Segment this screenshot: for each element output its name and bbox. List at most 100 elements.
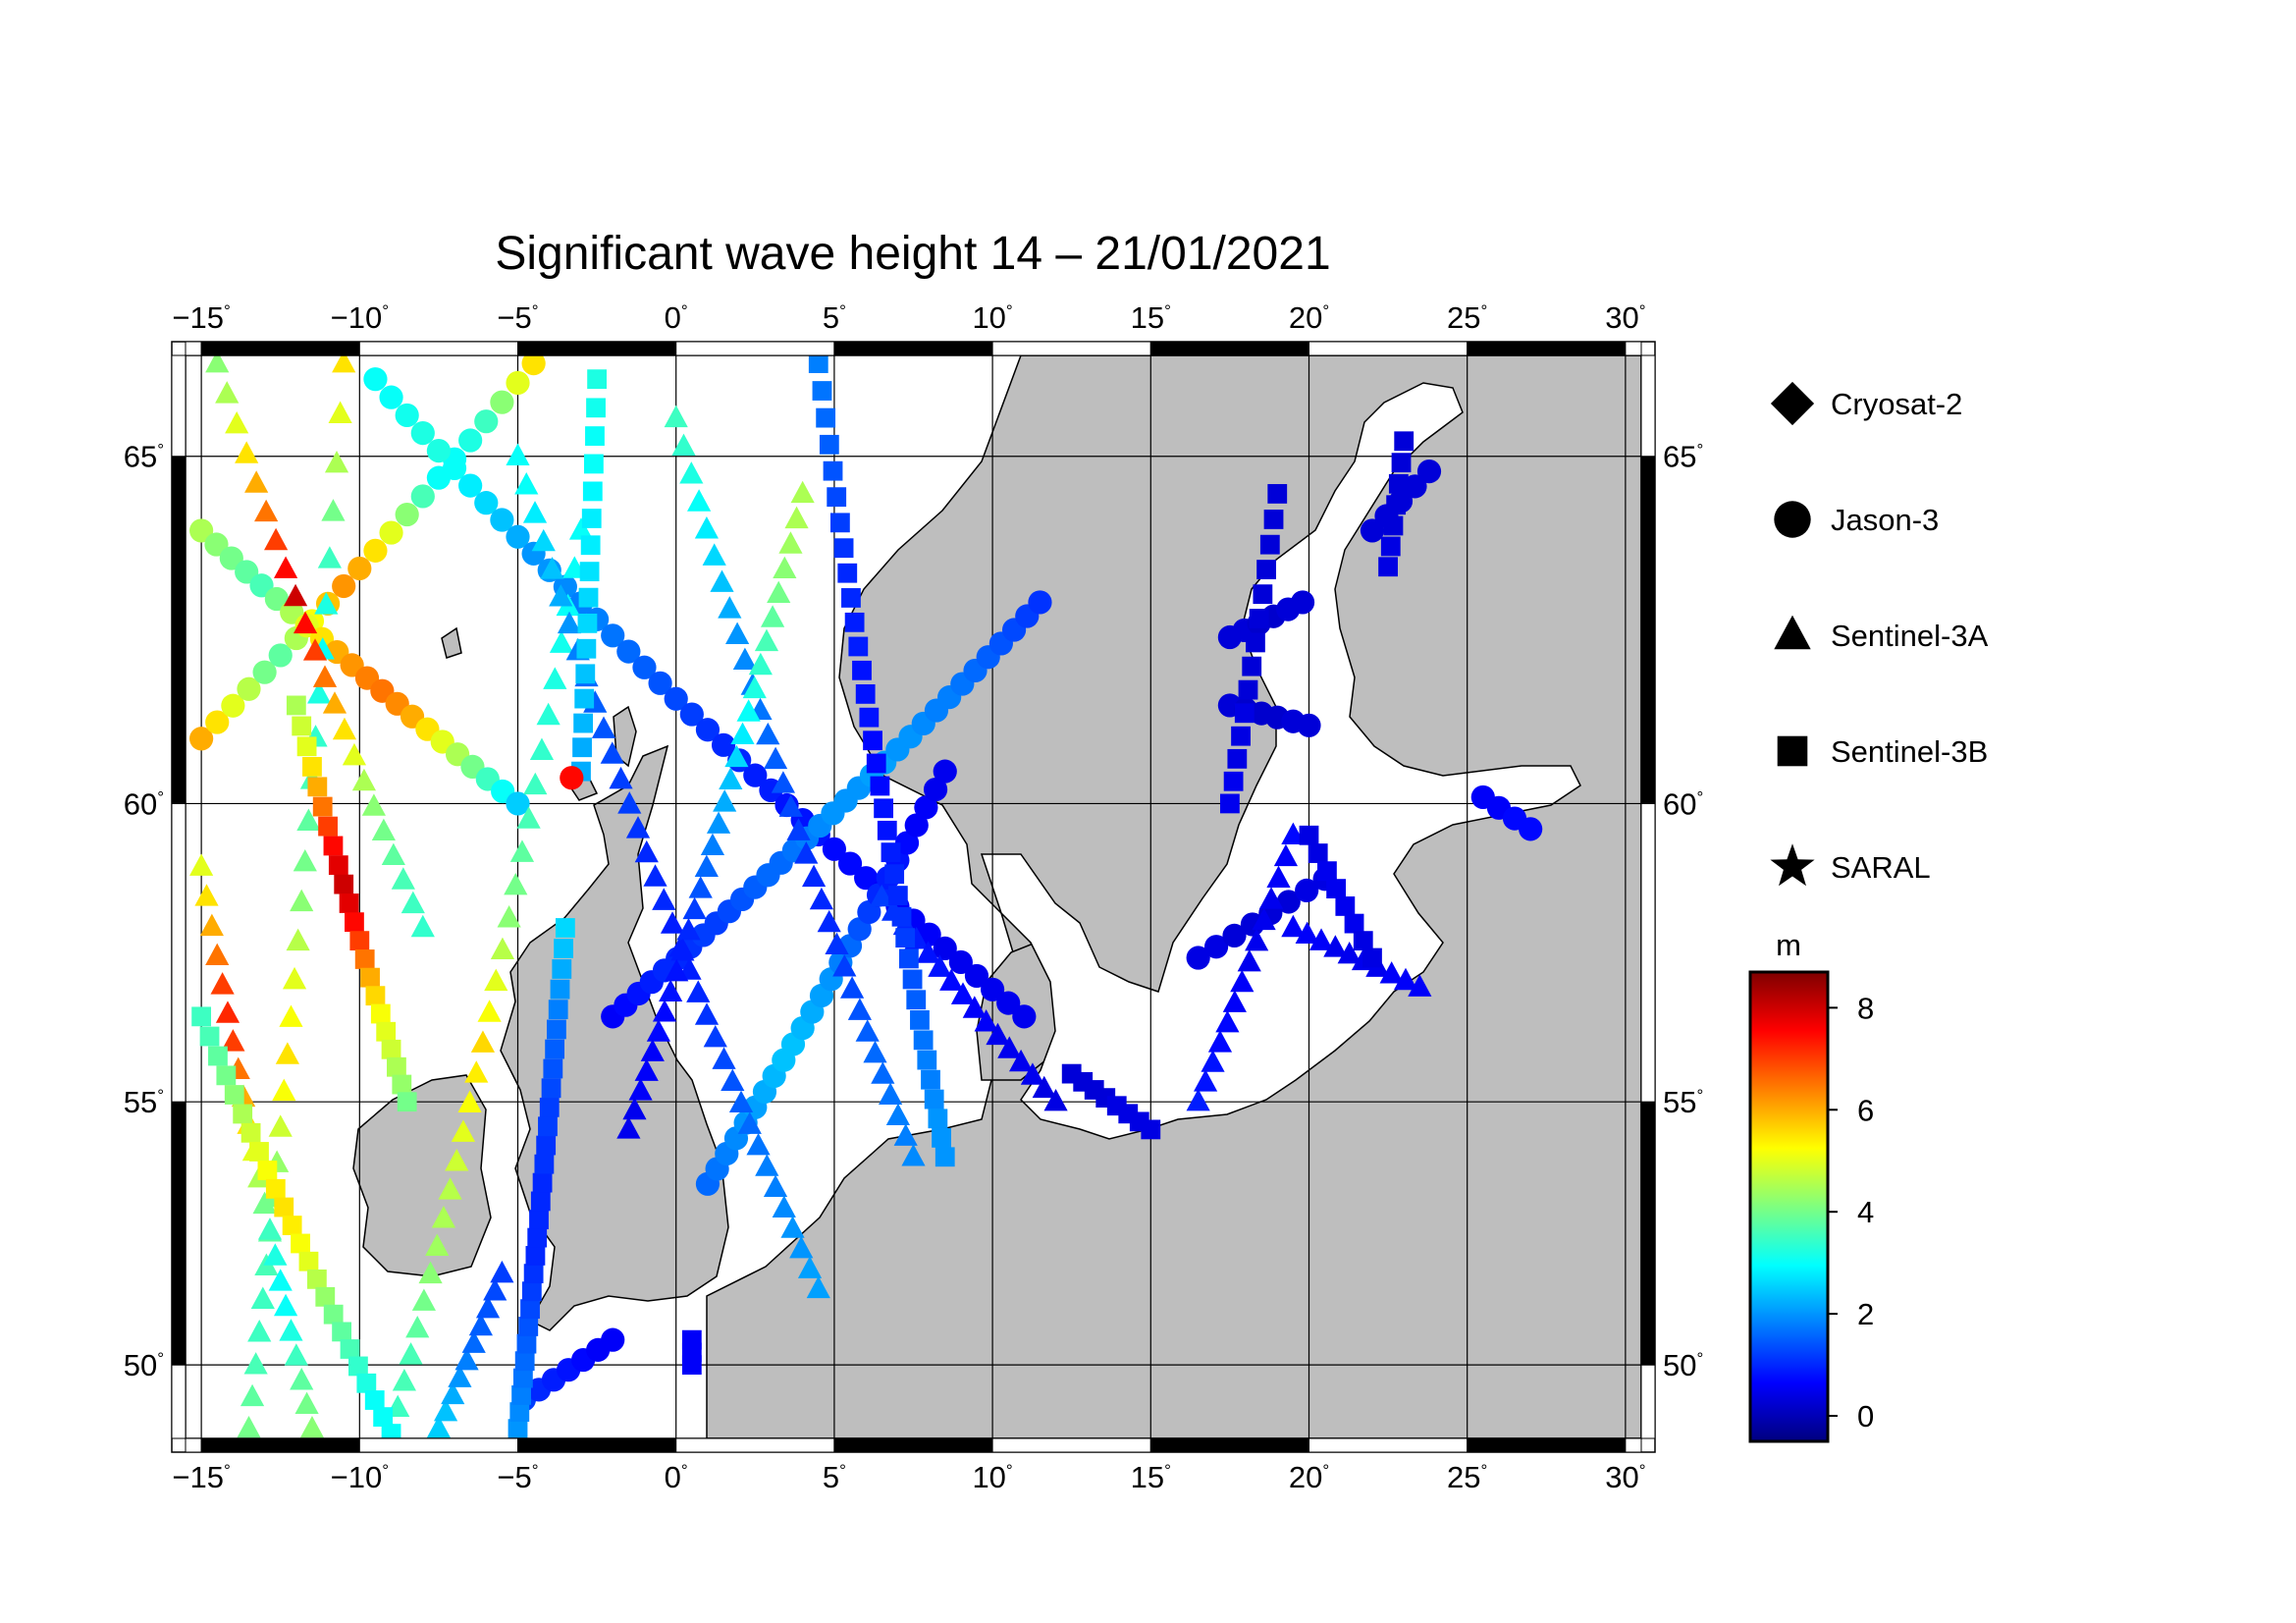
data-point [448, 1365, 472, 1387]
data-point [1393, 967, 1418, 991]
data-point [458, 428, 483, 453]
data-point [397, 1092, 417, 1112]
lat-tick-label-right: 65° [1663, 440, 1703, 474]
data-point [721, 1068, 745, 1092]
data-point [1267, 484, 1288, 504]
data-point [286, 928, 310, 951]
colorbar-tick-label: 6 [1857, 1093, 1874, 1127]
data-point [664, 405, 688, 428]
data-point [268, 643, 293, 668]
data-point [317, 546, 342, 568]
data-point [328, 855, 348, 876]
data-point [756, 722, 780, 745]
data-point [1219, 793, 1240, 814]
data-point [538, 1116, 558, 1137]
data-point [1242, 656, 1262, 676]
data-point [1263, 510, 1284, 529]
data-point [1299, 825, 1319, 845]
data-point [870, 884, 894, 907]
data-point [1416, 460, 1442, 484]
colorbar-ticks: 0 2 4 6 8 [1828, 991, 1874, 1434]
frame-segment-right [1640, 802, 1656, 1103]
data-point [268, 1269, 293, 1291]
sea-areas [980, 382, 1581, 1140]
data-point [790, 480, 815, 504]
data-point [457, 1090, 482, 1112]
data-point [885, 1103, 911, 1126]
data-point [816, 407, 836, 428]
data-point [910, 1009, 930, 1030]
data-point [252, 660, 277, 684]
data-point [659, 979, 683, 1002]
data-point [586, 398, 606, 418]
data-point [921, 1069, 940, 1090]
data-point [887, 886, 908, 905]
frame-segment-left [171, 456, 187, 804]
data-point [572, 737, 592, 758]
data-point [189, 853, 214, 876]
data-point [617, 791, 642, 814]
data-point [257, 1161, 278, 1180]
data-point [520, 1299, 540, 1320]
frame-segment-left [171, 802, 187, 1103]
data-point [688, 876, 713, 898]
data-point [724, 744, 749, 768]
data-point [601, 1327, 625, 1352]
lon-tick-label-bottom: −5° [497, 1460, 538, 1494]
data-point [1186, 1088, 1210, 1111]
data-point [199, 1026, 220, 1047]
data-point [754, 628, 779, 652]
data-point [235, 560, 259, 584]
lon-tick-label-top: −5° [497, 300, 538, 335]
data-point [1253, 584, 1273, 605]
lon-tick-label-bottom: 30° [1605, 1460, 1645, 1494]
map-panel: −15° −15° −10° −10° −5° −5° 0° 0° 5° 5° 10° 10° 15° 1… [124, 300, 1704, 1494]
data-point [257, 1217, 283, 1240]
data-point [950, 982, 976, 1004]
frame-segment-bottom [358, 1437, 519, 1453]
data-point [351, 768, 377, 791]
data-point [426, 438, 452, 463]
data-point [1290, 590, 1315, 615]
data-point [609, 766, 633, 789]
sea-baltic [980, 382, 1581, 1140]
data-point [426, 1415, 452, 1438]
data-point [284, 1343, 308, 1366]
data-point [712, 1047, 736, 1069]
data-point [924, 1089, 944, 1109]
data-point [837, 851, 863, 876]
legend-marker-diamond [1770, 381, 1815, 426]
data-point [296, 808, 321, 831]
data-point [506, 791, 530, 816]
frame-segment-top [1467, 341, 1627, 356]
frame-segment-bottom [200, 1437, 360, 1453]
data-point [855, 683, 876, 704]
lon-tick-label-bottom: 10° [972, 1460, 1012, 1494]
data-point [652, 888, 676, 910]
data-point [934, 1147, 955, 1167]
data-point [948, 949, 973, 975]
lat-tick-label-right: 60° [1663, 786, 1703, 821]
data-point [601, 623, 625, 648]
data-point [315, 1286, 336, 1307]
frame-segment-bottom [1308, 1437, 1468, 1453]
land-ireland [352, 1074, 492, 1277]
data-point [833, 538, 854, 559]
data-point [578, 587, 599, 608]
data-point [392, 1368, 416, 1391]
data-point [1323, 935, 1348, 957]
data-point [454, 1347, 479, 1371]
data-point [939, 968, 964, 991]
data-point [725, 622, 750, 644]
data-point [789, 1235, 814, 1259]
data-point [1222, 990, 1247, 1012]
data-point [1379, 961, 1404, 984]
frame-segment-top [1308, 341, 1468, 356]
data-point [1391, 453, 1412, 473]
data-point [334, 874, 354, 894]
data-point [410, 914, 435, 938]
data-point [399, 1342, 423, 1365]
data-point [710, 569, 734, 592]
data-point [1245, 928, 1269, 951]
data-point [1246, 632, 1265, 653]
